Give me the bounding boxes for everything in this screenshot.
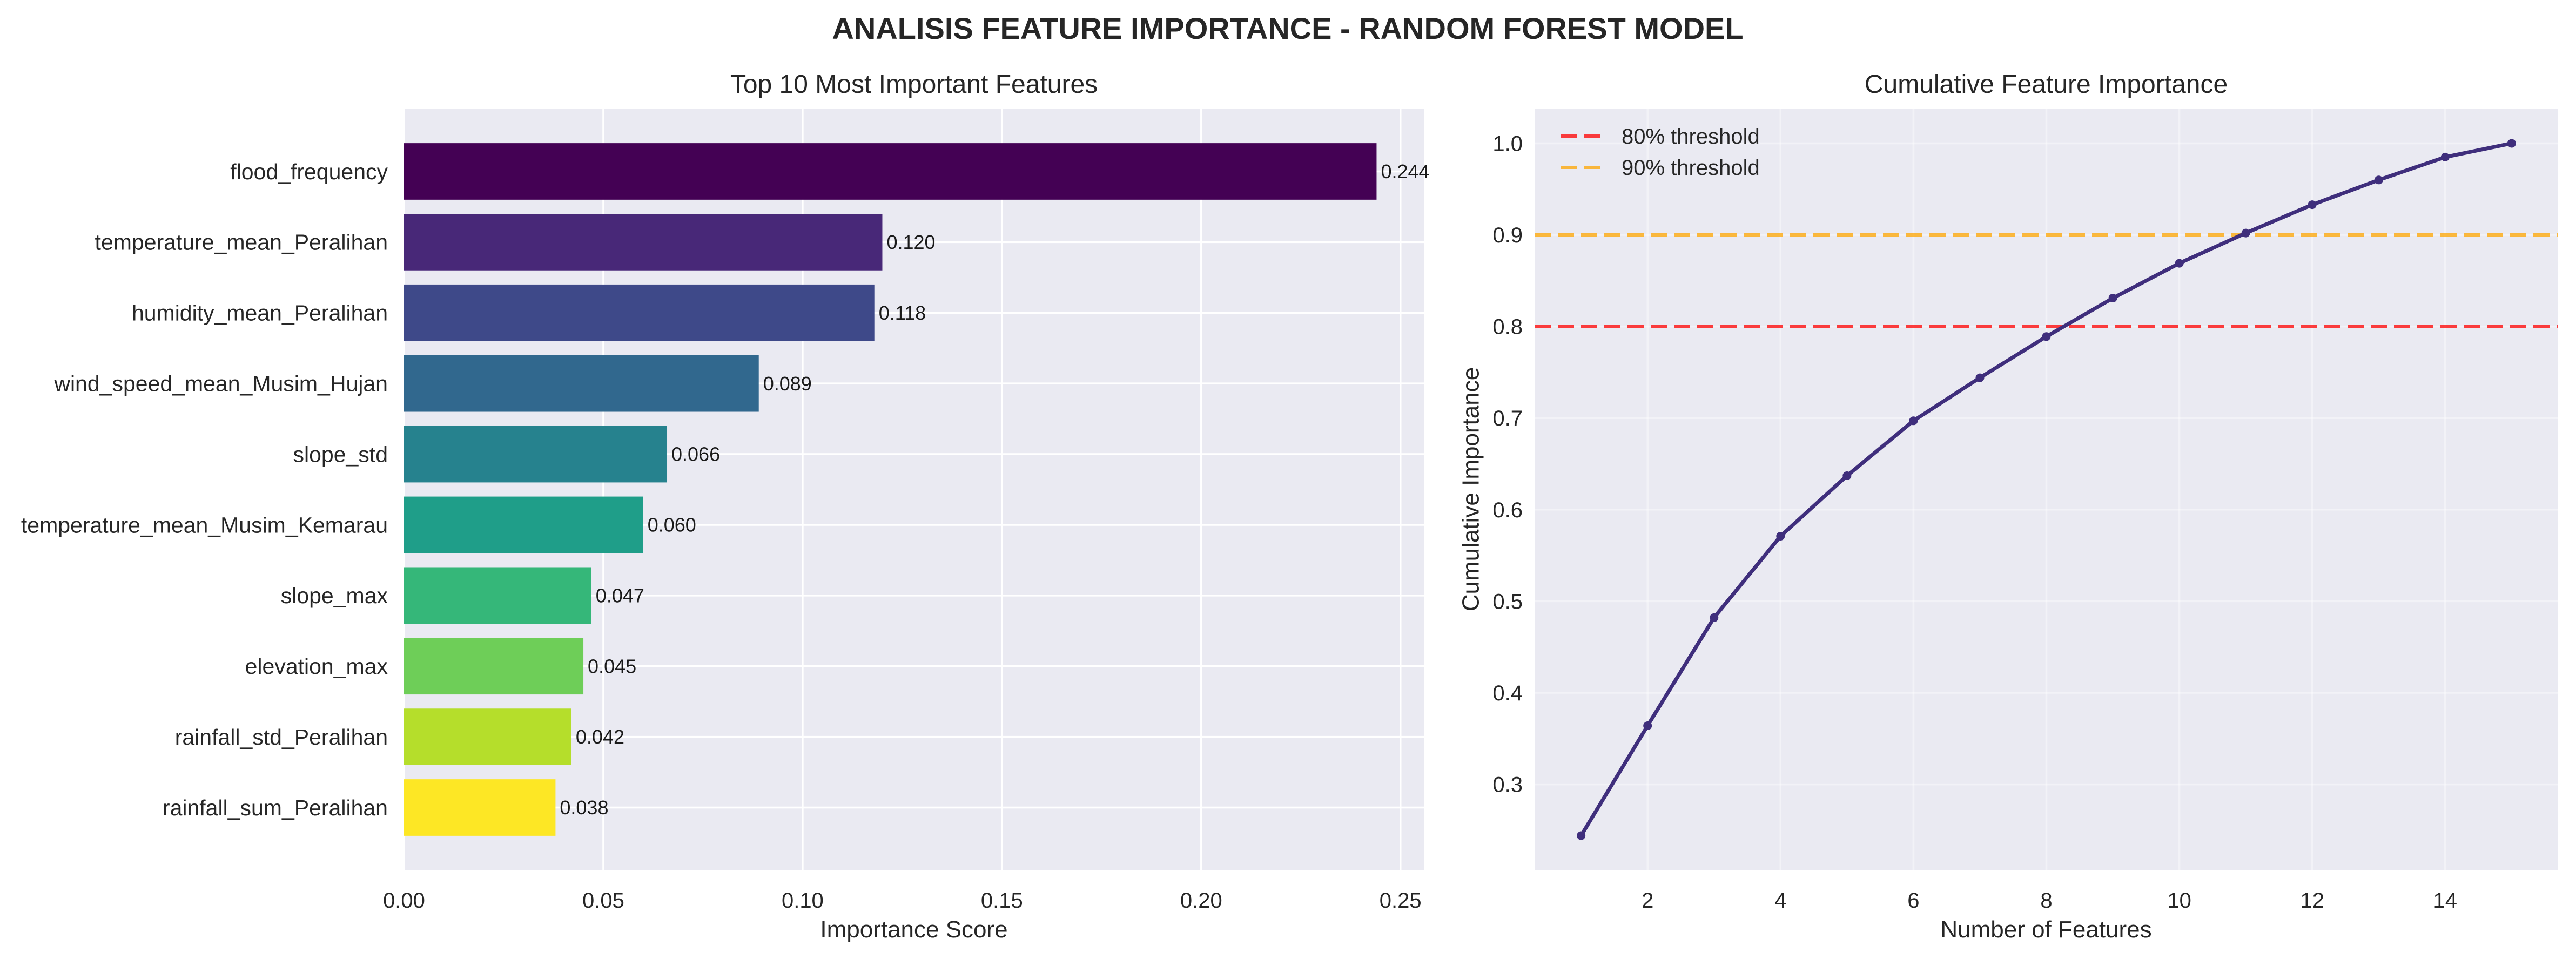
bar-category-label: rainfall_std_Peralihan bbox=[175, 725, 388, 749]
line-chart-x-tick-label: 12 bbox=[2300, 889, 2324, 913]
bar-chart-x-tick-label: 0.25 bbox=[1380, 889, 1422, 913]
line-point bbox=[2108, 294, 2117, 303]
line-point bbox=[2440, 152, 2450, 161]
bar-chart-bars bbox=[404, 143, 1377, 836]
legend: 80% threshold 90% threshold bbox=[1561, 125, 1760, 180]
bar-humidity-mean-peralihan bbox=[404, 284, 875, 341]
bar-value-label: 0.089 bbox=[763, 373, 812, 395]
bar-category-label: slope_std bbox=[293, 442, 388, 467]
bar-flood-frequency bbox=[404, 143, 1377, 200]
bar-category-label: humidity_mean_Peralihan bbox=[132, 301, 388, 326]
line-point bbox=[1842, 471, 1852, 481]
line-point bbox=[1710, 613, 1719, 622]
bar-category-label: flood_frequency bbox=[230, 159, 388, 184]
line-chart-x-tick-label: 4 bbox=[1774, 889, 1786, 913]
line-point bbox=[1909, 416, 1918, 426]
bar-value-label: 0.118 bbox=[879, 302, 926, 324]
line-point bbox=[2042, 332, 2051, 341]
bar-category-label: rainfall_sum_Peralihan bbox=[163, 795, 388, 820]
line-chart-x-tick-label: 2 bbox=[1642, 889, 1653, 913]
bar-category-label: wind_speed_mean_Musim_Hujan bbox=[53, 372, 388, 396]
line-chart-title: Cumulative Feature Importance bbox=[1865, 70, 2228, 99]
bar-category-label: temperature_mean_Musim_Kemarau bbox=[21, 512, 388, 537]
bar-rainfall-std-peralihan bbox=[404, 708, 571, 765]
bar-value-label: 0.060 bbox=[648, 514, 696, 536]
bar-rainfall-sum-peralihan bbox=[404, 779, 556, 836]
bar-chart-title: Top 10 Most Important Features bbox=[730, 70, 1098, 99]
bar-chart-x-tick-labels: 0.00 0.05 0.10 0.15 0.20 0.25 bbox=[383, 889, 1422, 913]
line-chart-y-tick-label: 0.5 bbox=[1492, 590, 1523, 613]
bar-value-label: 0.042 bbox=[576, 726, 624, 748]
bar-chart-x-tick-label: 0.05 bbox=[582, 889, 624, 913]
line-chart-y-tick-label: 0.8 bbox=[1492, 315, 1523, 339]
bar-value-label: 0.045 bbox=[588, 655, 636, 677]
bar-chart-x-tick-label: 0.15 bbox=[981, 889, 1023, 913]
bar-temperature-mean-musim-kemarau bbox=[404, 496, 643, 553]
threshold-lines bbox=[1535, 233, 2558, 328]
line-chart-x-tick-labels: 2 4 6 8 10 12 14 bbox=[1642, 889, 2457, 913]
line-point bbox=[1643, 721, 1652, 731]
bar-chart-x-tick-label: 0.20 bbox=[1180, 889, 1222, 913]
line-chart-y-tick-label: 0.4 bbox=[1492, 681, 1523, 705]
line-chart-y-tick-label: 0.7 bbox=[1492, 407, 1523, 430]
line-chart-x-tick-label: 10 bbox=[2167, 889, 2191, 913]
bar-chart-x-axis-label: Importance Score bbox=[820, 916, 1007, 943]
bar-value-label: 0.244 bbox=[1381, 160, 1429, 183]
bar-category-label: elevation_max bbox=[245, 654, 388, 679]
bar-slope-max bbox=[404, 567, 591, 624]
bar-chart-category-labels: flood_frequency temperature_mean_Peraliha… bbox=[21, 159, 388, 820]
bar-chart-x-tick-label: 0.10 bbox=[782, 889, 824, 913]
bar-value-label: 0.038 bbox=[560, 796, 608, 819]
line-chart-points bbox=[1577, 139, 2516, 840]
bar-temperature-mean-peralihan bbox=[404, 214, 883, 271]
line-chart-x-axis-label: Number of Features bbox=[1940, 916, 2151, 943]
bar-category-label: temperature_mean_Peralihan bbox=[95, 230, 388, 255]
figure-title: ANALISIS FEATURE IMPORTANCE - RANDOM FOR… bbox=[832, 11, 1743, 45]
bar-value-label: 0.047 bbox=[596, 584, 644, 606]
feature-importance-bar-chart: 0.244 0.120 0.118 0.089 0.066 0.060 0.047 0.045… bbox=[21, 70, 1430, 943]
line-chart-y-tick-label: 0.9 bbox=[1492, 224, 1523, 247]
line-chart-y-axis-label: Cumulative Importance bbox=[1457, 367, 1484, 611]
line-point bbox=[2374, 175, 2383, 185]
bar-chart-x-tick-label: 0.00 bbox=[383, 889, 425, 913]
line-chart-x-tick-label: 8 bbox=[2040, 889, 2052, 913]
bar-chart-value-labels: 0.244 0.120 0.118 0.089 0.066 0.060 0.047 0.045… bbox=[560, 160, 1429, 819]
line-chart-y-tick-label: 0.3 bbox=[1492, 773, 1523, 797]
bar-slope-std bbox=[404, 426, 668, 483]
line-point bbox=[1975, 373, 1985, 382]
line-chart-y-tick-labels: 0.3 0.4 0.5 0.6 0.7 0.8 0.9 1.0 bbox=[1492, 132, 1523, 796]
line-chart-x-tick-label: 14 bbox=[2433, 889, 2458, 913]
line-point bbox=[2241, 228, 2250, 238]
bar-category-label: slope_max bbox=[281, 583, 388, 608]
line-point bbox=[2507, 139, 2516, 148]
line-point bbox=[2308, 200, 2317, 210]
legend-label-80: 80% threshold bbox=[1622, 125, 1760, 148]
line-point bbox=[2175, 259, 2184, 268]
line-point bbox=[1577, 831, 1586, 840]
bar-value-label: 0.066 bbox=[671, 443, 720, 465]
legend-label-90: 90% threshold bbox=[1622, 156, 1760, 180]
cumulative-importance-line-chart: 80% threshold 90% threshold 2 4 6 8 10 12 14 0.… bbox=[1457, 70, 2558, 943]
line-chart-x-tick-label: 6 bbox=[1907, 889, 1919, 913]
line-chart-y-tick-label: 0.6 bbox=[1492, 498, 1523, 522]
bar-wind-speed-mean-musim-hujan bbox=[404, 355, 759, 412]
bar-value-label: 0.120 bbox=[886, 231, 935, 253]
bar-elevation-max bbox=[404, 638, 584, 695]
line-chart-y-tick-label: 1.0 bbox=[1492, 132, 1523, 156]
line-point bbox=[1776, 531, 1785, 541]
